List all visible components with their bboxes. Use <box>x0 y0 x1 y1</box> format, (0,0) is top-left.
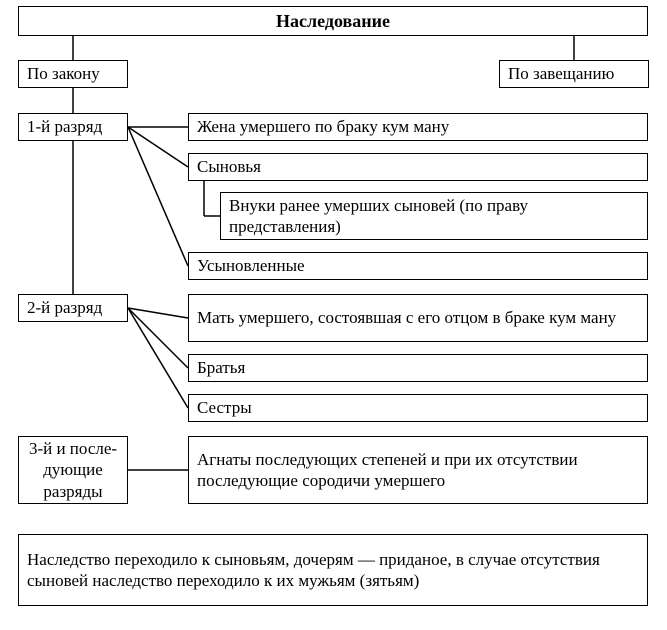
tier3-text: 3-й и по­сле­дующие разряды <box>27 438 119 502</box>
tier1-grandsons-box: Внуки ранее умерших сыновей (по праву пр… <box>220 192 648 240</box>
tier2-brothers-text: Братья <box>197 357 245 378</box>
tier2-text: 2-й разряд <box>27 297 102 318</box>
tier2-sisters-box: Сестры <box>188 394 648 422</box>
tier1-wife-text: Жена умершего по браку кум ману <box>197 116 449 137</box>
tier1-sons-text: Сыновья <box>197 156 261 177</box>
title-box: Наследование <box>18 6 648 36</box>
by-law-box: По закону <box>18 60 128 88</box>
tier1-wife-box: Жена умершего по браку кум ману <box>188 113 648 141</box>
by-will-box: По завещанию <box>499 60 649 88</box>
tier1-adopted-box: Усыновленные <box>188 252 648 280</box>
tier3-agnates-text: Агнаты последующих степеней и при их отс… <box>197 449 639 492</box>
footer-box: Наследство переходило к сыновьям, дочеря… <box>18 534 648 606</box>
tier2-sisters-text: Сестры <box>197 397 252 418</box>
tier1-grandsons-text: Внуки ранее умерших сыновей (по праву пр… <box>229 195 639 238</box>
tier3-box: 3-й и по­сле­дующие разряды <box>18 436 128 504</box>
tier1-adopted-text: Усыновленные <box>197 255 305 276</box>
tier2-brothers-box: Братья <box>188 354 648 382</box>
tier2-box: 2-й разряд <box>18 294 128 322</box>
footer-text: Наследство переходило к сыновьям, дочеря… <box>27 549 639 592</box>
tier2-mother-box: Мать умершего, состоявшая с его отцом в … <box>188 294 648 342</box>
tier2-mother-text: Мать умершего, состоявшая с его отцом в … <box>197 307 616 328</box>
tier1-box: 1-й разряд <box>18 113 128 141</box>
by-law-text: По закону <box>27 63 100 84</box>
tier3-agnates-box: Агнаты последующих степеней и при их отс… <box>188 436 648 504</box>
title-text: Наследование <box>276 10 390 33</box>
by-will-text: По завещанию <box>508 63 614 84</box>
tier1-text: 1-й разряд <box>27 116 102 137</box>
tier1-sons-box: Сыновья <box>188 153 648 181</box>
